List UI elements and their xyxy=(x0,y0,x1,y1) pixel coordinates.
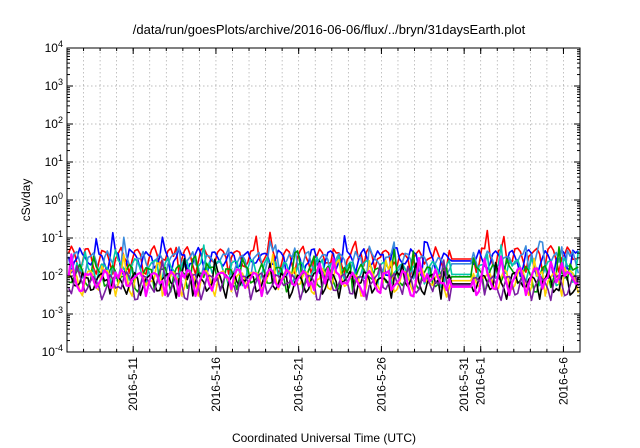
x-tick-label: 2016-5-16 xyxy=(209,357,223,412)
y-tick-label: 103 xyxy=(45,77,63,93)
y-tick-label: 10-1 xyxy=(42,229,63,245)
series-line-9 xyxy=(67,253,579,298)
y-tick-label: 10-4 xyxy=(42,343,63,359)
x-axis: 2016-5-11 2016-5-16 2016-5-21 2016-5-26 2016… xyxy=(83,48,570,412)
series-layer xyxy=(67,229,580,302)
x-tick-label: 2016-6-6 xyxy=(556,357,570,405)
x-tick-label: 2016-5-21 xyxy=(292,357,306,412)
grid xyxy=(67,48,580,352)
x-tick-label: 2016-5-11 xyxy=(126,357,140,411)
y-tick-label: 100 xyxy=(45,191,63,207)
series-line-5 xyxy=(68,246,579,293)
x-tick-label: 2016-6-1 xyxy=(474,357,488,405)
y-tick-label: 104 xyxy=(45,39,63,55)
x-tick-label: 2016-5-26 xyxy=(374,357,388,412)
y-tick-label: 101 xyxy=(45,153,63,169)
x-axis-label: Coordinated Universal Time (UTC) xyxy=(232,431,416,445)
y-axis-label: cSv/day xyxy=(19,179,33,222)
y-axis: 10-4 10-3 10-2 10-1 100 101 102 103 104 xyxy=(42,39,580,359)
y-tick-label: 10-3 xyxy=(42,305,63,321)
y-tick-label: 10-2 xyxy=(42,267,63,283)
chart-title: /data/run/goesPlots/archive/2016-06-06/f… xyxy=(133,22,526,37)
y-tick-label: 102 xyxy=(45,115,63,131)
series-line-2 xyxy=(67,231,579,278)
x-tick-label: 2016-5-31 xyxy=(457,357,471,412)
